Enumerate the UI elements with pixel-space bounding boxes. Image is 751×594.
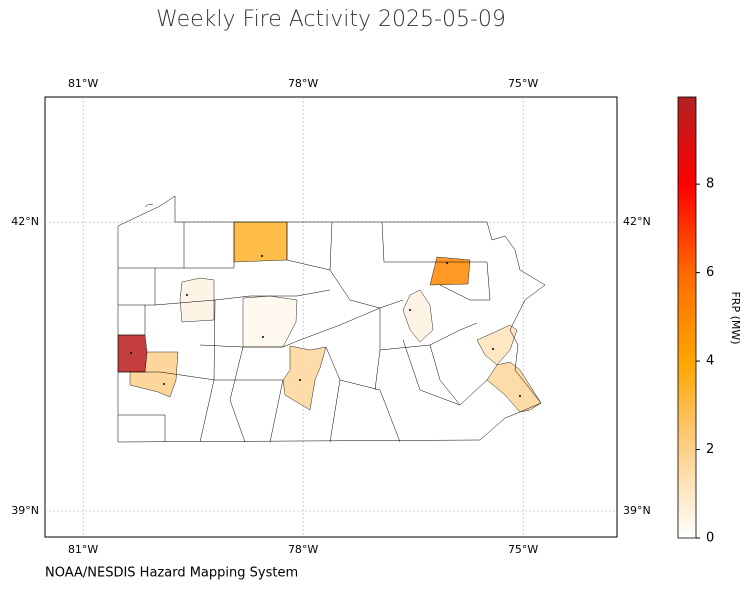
- fire-county: [233, 221, 288, 263]
- fire-county: [179, 277, 215, 323]
- y-tick-label: 42°N: [623, 215, 651, 228]
- fire-point: [130, 352, 132, 354]
- x-tick-label: 75°W: [508, 543, 538, 556]
- source-credit: NOAA/NESDIS Hazard Mapping System: [45, 566, 298, 581]
- y-tick-label: 39°N: [623, 504, 651, 517]
- colorbar-tick-label: 4: [706, 354, 714, 369]
- fire-county: [117, 334, 148, 373]
- x-tick-label: 81°W: [68, 543, 98, 556]
- x-tick-label: 75°W: [508, 77, 538, 90]
- county-lines: [117, 195, 546, 443]
- counties: [117, 221, 542, 413]
- y-tick-label: 39°N: [11, 504, 39, 517]
- fire-point: [262, 336, 264, 338]
- y-tick-label: 42°N: [11, 215, 39, 228]
- fire-county: [402, 289, 434, 343]
- x-tick-label: 78°W: [288, 77, 318, 90]
- fire-point: [519, 395, 521, 397]
- grid: [45, 97, 617, 537]
- colorbar-label: FRP (MW): [729, 291, 742, 344]
- x-tick-label: 78°W: [288, 543, 318, 556]
- fire-county: [476, 324, 518, 366]
- fire-county: [486, 361, 542, 413]
- colorbar-tick-label: 8: [706, 177, 714, 192]
- fire-county: [282, 345, 327, 411]
- colorbar-tick-label: 0: [706, 531, 714, 546]
- fire-point: [163, 383, 165, 385]
- colorbar-tick-label: 6: [706, 265, 714, 280]
- fire-point: [446, 262, 448, 264]
- x-tick-label: 81°W: [68, 77, 98, 90]
- fire-point: [299, 379, 301, 381]
- fire-point: [186, 294, 188, 296]
- map-title: Weekly Fire Activity 2025-05-09: [156, 7, 506, 32]
- fire-point: [492, 348, 494, 350]
- map-frame: [44, 96, 618, 538]
- axis-labels: 81°W 81°W 78°W 78°W 75°W 75°W 39°N 39°N 42°N 42°N: [11, 77, 650, 556]
- colorbar-tick-label: 2: [706, 442, 714, 457]
- fire-county: [429, 256, 471, 286]
- fire-point: [409, 309, 411, 311]
- colorbar: [677, 96, 697, 539]
- fire-point: [261, 255, 263, 257]
